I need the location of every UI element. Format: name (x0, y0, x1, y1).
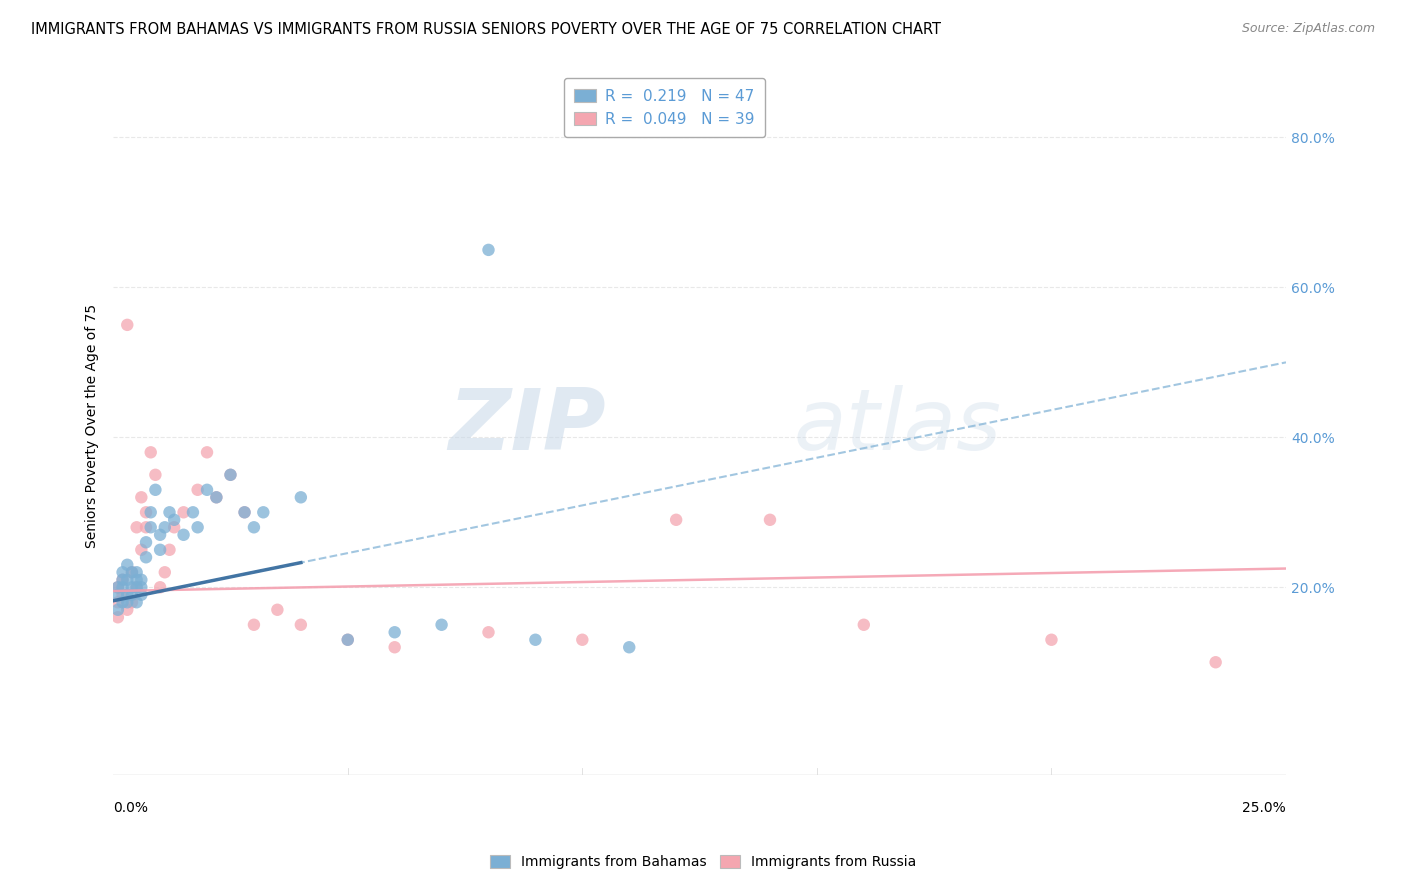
Point (205, 491, 228, 505)
Point (187, 520, 209, 534)
Point (266, 603, 288, 617)
Point (111, 580, 134, 594)
Point (135, 505, 157, 519)
Point (107, 580, 129, 594)
Point (117, 573, 139, 587)
Text: 0.0%: 0.0% (114, 801, 148, 815)
Point (131, 542, 153, 557)
Point (107, 610, 129, 624)
Point (187, 483, 209, 497)
Point (852, 617, 875, 632)
Point (163, 520, 186, 534)
Point (131, 580, 153, 594)
Point (135, 520, 157, 534)
Point (477, 625, 499, 640)
Point (153, 566, 176, 580)
Point (195, 483, 218, 497)
Point (121, 566, 143, 580)
Point (131, 588, 153, 602)
Point (384, 640, 406, 655)
Point (524, 632, 547, 647)
Point (135, 535, 157, 549)
Point (121, 588, 143, 602)
Point (145, 467, 167, 482)
Point (139, 520, 162, 534)
Point (1040, 632, 1063, 647)
Point (135, 550, 157, 565)
Point (107, 603, 129, 617)
Text: atlas: atlas (793, 384, 1001, 467)
Point (111, 566, 134, 580)
Point (111, 573, 134, 587)
Point (290, 491, 312, 505)
Point (107, 580, 129, 594)
Y-axis label: Seniors Poverty Over the Age of 75: Seniors Poverty Over the Age of 75 (86, 304, 100, 549)
Point (117, 595, 139, 609)
Point (243, 617, 266, 632)
Point (336, 632, 359, 647)
Point (139, 445, 162, 459)
Point (290, 617, 312, 632)
Point (125, 520, 148, 534)
Point (571, 632, 593, 647)
Text: IMMIGRANTS FROM BAHAMAS VS IMMIGRANTS FROM RUSSIA SENIORS POVERTY OVER THE AGE O: IMMIGRANTS FROM BAHAMAS VS IMMIGRANTS FR… (31, 22, 941, 37)
Point (131, 491, 153, 505)
Point (252, 505, 274, 519)
Point (159, 542, 181, 557)
Point (117, 318, 139, 332)
Point (477, 243, 499, 257)
Point (163, 513, 186, 527)
Point (125, 573, 148, 587)
Point (117, 603, 139, 617)
Point (121, 580, 143, 594)
Point (149, 580, 172, 594)
Point (1205, 655, 1227, 669)
Point (384, 625, 406, 640)
Point (111, 595, 134, 609)
Point (181, 505, 204, 519)
Point (243, 520, 266, 534)
Point (139, 505, 162, 519)
Point (759, 513, 782, 527)
Point (125, 580, 148, 594)
Point (173, 528, 195, 542)
Point (125, 566, 148, 580)
Point (336, 632, 359, 647)
Point (131, 573, 153, 587)
Point (430, 617, 453, 632)
Point (107, 588, 129, 602)
Legend: Immigrants from Bahamas, Immigrants from Russia: Immigrants from Bahamas, Immigrants from… (484, 848, 922, 876)
Point (233, 505, 256, 519)
Point (125, 580, 148, 594)
Point (111, 573, 134, 587)
Point (121, 595, 143, 609)
Point (117, 558, 139, 572)
Point (233, 505, 256, 519)
Point (107, 595, 129, 609)
Point (665, 513, 688, 527)
Point (195, 445, 218, 459)
Point (117, 588, 139, 602)
Point (149, 528, 172, 542)
Point (145, 483, 167, 497)
Point (205, 491, 228, 505)
Point (111, 588, 134, 602)
Point (173, 505, 195, 519)
Text: ZIP: ZIP (449, 384, 606, 467)
Point (125, 595, 148, 609)
Point (159, 505, 181, 519)
Point (219, 467, 242, 482)
Point (619, 640, 641, 655)
Text: 25.0%: 25.0% (1243, 801, 1286, 815)
Point (149, 542, 172, 557)
Legend: R =  0.219   N = 47, R =  0.049   N = 39: R = 0.219 N = 47, R = 0.049 N = 39 (564, 78, 765, 137)
Point (219, 467, 242, 482)
Point (153, 520, 176, 534)
Point (121, 566, 143, 580)
Text: Source: ZipAtlas.com: Source: ZipAtlas.com (1241, 22, 1375, 36)
